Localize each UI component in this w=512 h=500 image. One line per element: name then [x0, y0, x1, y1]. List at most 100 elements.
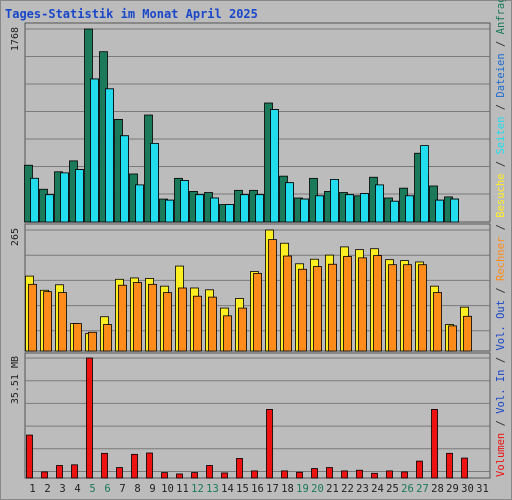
x-tick-label: 10: [161, 483, 174, 495]
x-tick-label: 15: [236, 483, 249, 495]
x-tick-label: 17: [266, 483, 279, 495]
bar-volumen-19: [296, 471, 303, 479]
bar-seiten-2: [45, 194, 54, 223]
bar-rechner-18: [283, 255, 292, 352]
bar-volumen-1: [26, 434, 33, 479]
bar-volumen-25: [386, 470, 393, 479]
bar-volumen-26: [401, 471, 408, 479]
bar-seiten-15: [240, 194, 249, 223]
bar-volumen-4: [71, 464, 78, 479]
series-volumen: [26, 357, 468, 479]
x-tick-label: 4: [74, 483, 80, 495]
bar-seiten-3: [60, 172, 69, 223]
legend-separator: /: [495, 218, 507, 237]
x-tick-label: 14: [221, 483, 234, 495]
bar-rechner-29: [448, 325, 457, 352]
bar-seiten-28: [435, 199, 444, 223]
legend-separator: /: [495, 351, 507, 370]
bar-volumen-28: [431, 408, 438, 479]
x-tick-label: 12: [191, 483, 204, 495]
bar-rechner-7: [118, 284, 127, 352]
x-tick-label: 30: [461, 483, 474, 495]
bar-seiten-14: [225, 204, 234, 223]
bar-seiten-18: [285, 182, 294, 223]
legend-item: Seiten: [495, 117, 507, 155]
bar-rechner-9: [148, 283, 157, 352]
bar-rechner-25: [388, 264, 397, 352]
series-seiten: [30, 78, 459, 223]
legend-item: Vol. Out: [495, 300, 507, 351]
bar-volumen-11: [176, 473, 183, 479]
bar-seiten-13: [210, 197, 219, 223]
bar-seiten-7: [120, 135, 129, 223]
bar-volumen-8: [131, 453, 138, 479]
bar-seiten-8: [135, 184, 144, 223]
x-tick-label: 11: [176, 483, 189, 495]
x-tick-label: 7: [119, 483, 125, 495]
legend-item: Besuche: [495, 173, 507, 217]
series-rechner: [28, 239, 472, 352]
bar-volumen-24: [371, 472, 378, 479]
bar-volumen-14: [221, 472, 228, 479]
bar-volumen-13: [206, 465, 213, 479]
bar-rechner-4: [73, 323, 82, 352]
bar-seiten-26: [405, 195, 414, 223]
bar-rechner-12: [193, 295, 202, 352]
x-tick-label: 31: [476, 483, 489, 495]
legend-separator: /: [495, 34, 507, 53]
side-legend: Volumen / Vol. In / Vol. Out / Rechner /…: [495, 0, 507, 477]
bar-volumen-20: [311, 468, 318, 479]
bar-rechner-28: [433, 292, 442, 352]
bar-volumen-9: [146, 452, 153, 479]
panel-top: 1768: [10, 22, 491, 223]
bar-seiten-12: [195, 194, 204, 223]
bar-volumen-10: [161, 472, 168, 479]
x-tick-label: 25: [386, 483, 399, 495]
bar-rechner-23: [358, 257, 367, 352]
bar-rechner-24: [373, 255, 382, 352]
bar-seiten-25: [390, 200, 399, 223]
bar-volumen-12: [191, 472, 198, 479]
x-tick-label: 8: [134, 483, 140, 495]
bar-rechner-2: [43, 291, 52, 352]
bar-rechner-15: [238, 307, 247, 352]
x-tick-label: 22: [341, 483, 354, 495]
x-tick-label: 9: [149, 483, 155, 495]
bar-rechner-5: [88, 331, 97, 352]
bar-seiten-6: [105, 88, 114, 223]
bar-volumen-21: [326, 467, 333, 479]
legend-separator: /: [495, 281, 507, 300]
x-tick-label: 5: [89, 483, 95, 495]
x-tick-label: 24: [371, 483, 384, 495]
panel-max-label: 1768: [10, 27, 21, 51]
bar-seiten-1: [30, 177, 39, 223]
legend-item: Volumen: [495, 433, 507, 477]
legend-item: Vol. In: [495, 370, 507, 414]
bar-rechner-21: [328, 263, 337, 352]
x-tick-label: 13: [206, 483, 219, 495]
chart-title: Tages-Statistik im Monat April 2025: [5, 7, 258, 21]
panel-max-label: 265: [10, 228, 21, 246]
bar-rechner-22: [343, 256, 352, 352]
panel-frame: [24, 352, 491, 479]
bar-volumen-15: [236, 457, 243, 479]
bar-rechner-1: [28, 283, 37, 352]
bar-volumen-6: [101, 452, 108, 479]
bar-seiten-9: [150, 143, 159, 223]
bar-rechner-13: [208, 296, 217, 352]
bar-volumen-30: [461, 457, 468, 479]
bar-seiten-21: [330, 179, 339, 223]
legend-separator: /: [495, 98, 507, 117]
bar-rechner-30: [463, 315, 472, 352]
bar-rechner-14: [223, 315, 232, 352]
bar-rechner-20: [313, 266, 322, 352]
bar-volumen-22: [341, 470, 348, 479]
bar-rechner-16: [253, 272, 262, 352]
bar-volumen-17: [266, 408, 273, 479]
bar-seiten-27: [420, 145, 429, 223]
x-tick-label: 18: [281, 483, 294, 495]
bar-rechner-11: [178, 287, 187, 352]
bar-seiten-16: [255, 194, 264, 223]
x-tick-label: 28: [431, 483, 444, 495]
legend-item: Anfragen: [495, 0, 507, 34]
